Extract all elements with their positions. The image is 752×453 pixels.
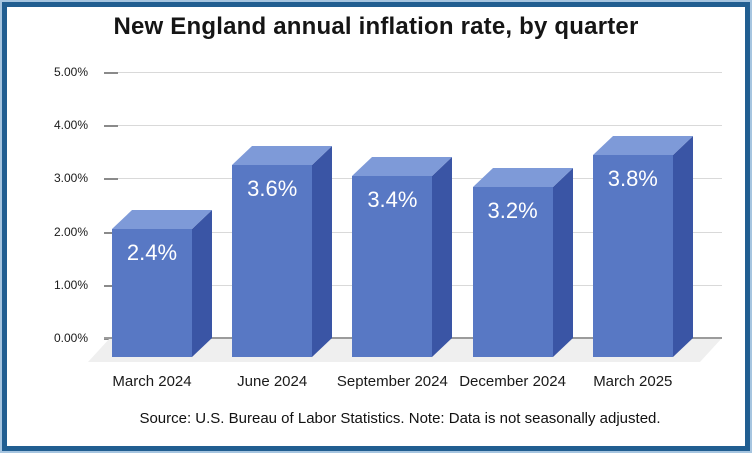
bar-front-face [592,154,673,357]
x-category-label: December 2024 [459,373,566,390]
x-category-label: September 2024 [336,373,448,390]
bar-side-face [672,135,693,357]
x-category-label: March 2024 [112,373,192,390]
bar-side-face [192,210,212,357]
bar-value-label: 3.6% [247,176,298,202]
bar-value-label: 2.4% [126,240,178,266]
bar-front-face [352,176,433,357]
y-axis-tick [104,284,118,287]
y-tick-label: 3.00% [53,171,88,186]
y-axis-tick [104,72,118,74]
bar-side-face [312,146,333,357]
gridline [104,125,722,127]
bar-front-face [472,186,553,357]
bar-front-face [232,165,313,357]
x-category-label: March 2025 [593,373,673,390]
y-tick-label: 4.00% [53,118,88,133]
y-tick-label: 2.00% [53,224,88,239]
gridline [104,72,722,73]
y-axis-tick [104,125,118,128]
bar-value-label: 3.2% [487,197,538,223]
x-category-label: June 2024 [237,373,308,390]
bar-front-face [112,229,192,357]
chart-title: New England annual inflation rate, by qu… [113,13,639,40]
source-note: Source: U.S. Bureau of Labor Statistics.… [139,410,661,427]
y-tick-label: 0.00% [53,331,88,345]
bar-side-face [432,157,453,357]
bar-value-label: 3.4% [367,187,418,213]
y-axis-tick [104,178,118,181]
bar-value-label: 3.8% [607,165,658,191]
y-axis-tick [104,231,118,234]
bar-side-face [552,167,573,357]
y-tick-label: 1.00% [53,277,88,292]
y-tick-label: 5.00% [53,65,88,79]
